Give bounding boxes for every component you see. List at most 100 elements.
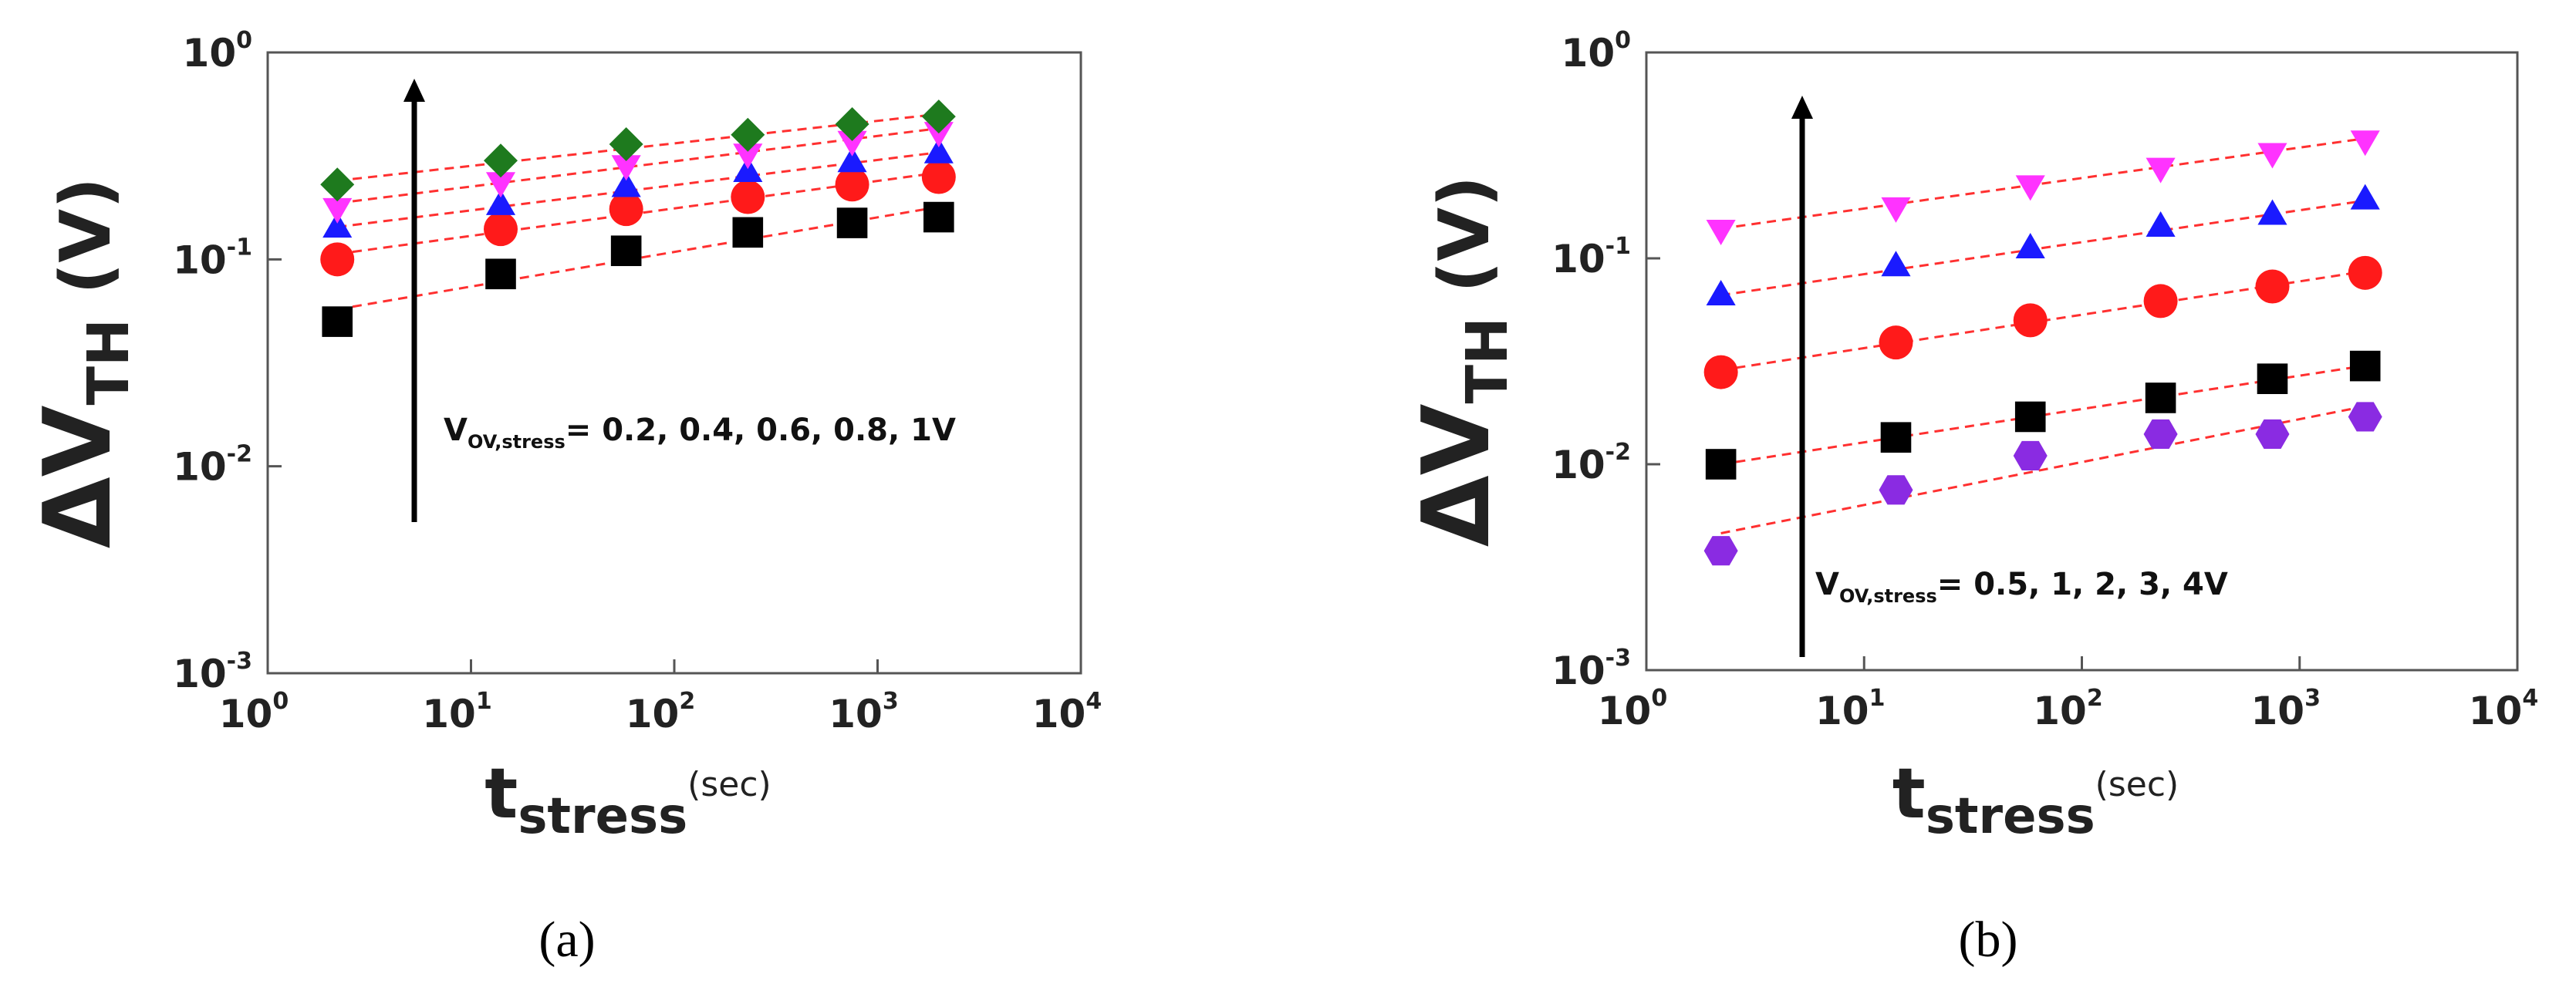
tick-exp: 2 — [679, 688, 695, 715]
annotation-main: V — [1815, 567, 1839, 602]
caption: (b) — [1959, 912, 2018, 968]
data-point — [2348, 402, 2382, 432]
data-point — [732, 217, 764, 248]
tick-base: 10 — [1551, 649, 1605, 693]
annotation: VOV,stress= 0.5, 1, 2, 3, 4V — [1815, 567, 2228, 607]
fit-line — [1720, 199, 2365, 297]
data-point — [921, 160, 956, 194]
arrow-head — [1791, 96, 1813, 119]
tick-base: 10 — [1561, 31, 1615, 76]
tick-exp: -3 — [227, 648, 252, 675]
data-point — [485, 189, 516, 215]
y-label-rest: (V) — [46, 177, 127, 318]
x-tick-label: 100 — [219, 688, 289, 736]
fit-line — [1720, 405, 2366, 534]
x-tick-label: 103 — [829, 688, 898, 736]
tick-exp: 0 — [236, 27, 252, 54]
annotation-sub: OV,stress — [468, 431, 566, 453]
fit-line — [336, 205, 940, 311]
y-axis-label: ΔVTH (V) — [1403, 176, 1521, 547]
tick-exp: -1 — [227, 234, 252, 261]
fit-line — [1720, 136, 2365, 230]
data-point — [1705, 449, 1737, 480]
data-point — [320, 242, 355, 277]
tick-exp: -2 — [1605, 439, 1631, 466]
y-label-main: ΔV — [1403, 403, 1511, 547]
data-point — [836, 207, 868, 238]
caption: (a) — [538, 912, 595, 968]
data-point — [2350, 130, 2380, 157]
x-axis-label: tstress(sec) — [484, 753, 771, 845]
data-point — [837, 130, 867, 157]
x-label-sup: (sec) — [687, 765, 771, 804]
data-point — [484, 143, 518, 178]
x-tick-label: 104 — [1032, 688, 1102, 736]
y-tick-label: 10-1 — [173, 234, 252, 282]
data-point — [2350, 184, 2380, 210]
tick-exp: -3 — [1605, 645, 1631, 672]
data-point — [485, 172, 516, 198]
x-tick-label: 101 — [1815, 685, 1885, 733]
x-tick-label: 104 — [2469, 685, 2538, 733]
data-point — [2145, 382, 2176, 413]
x-tick-label: 101 — [422, 688, 491, 736]
tick-base: 10 — [183, 31, 237, 76]
data-point — [1880, 422, 1912, 453]
data-point — [1879, 475, 1913, 505]
tick-base: 10 — [422, 692, 476, 736]
data-point — [611, 171, 641, 197]
tick-base: 10 — [626, 692, 680, 736]
tick-base: 10 — [1598, 689, 1652, 733]
data-point — [2143, 419, 2178, 450]
data-point — [1703, 355, 1738, 389]
tick-base: 10 — [173, 445, 227, 490]
y-tick-label: 100 — [183, 27, 252, 76]
y-tick-label: 10-3 — [173, 648, 252, 696]
data-point — [610, 235, 642, 267]
data-point — [837, 147, 867, 173]
data-point — [611, 155, 641, 181]
data-point — [923, 201, 954, 233]
x-label-sub: stress — [1926, 788, 2095, 845]
panel: 100 101 102 103 10410-310-210-1100VOV,stress… — [25, 27, 1102, 968]
data-point — [2015, 175, 2045, 201]
arrow-head — [403, 79, 425, 102]
data-point — [733, 143, 763, 170]
annotation-sub: OV,stress — [1839, 585, 1937, 607]
data-point — [1881, 251, 1911, 277]
tick-base: 10 — [2033, 689, 2087, 733]
data-point — [921, 99, 956, 134]
data-point — [2255, 269, 2290, 304]
y-axis-label: ΔVTH (V) — [25, 177, 142, 548]
data-point — [322, 306, 353, 337]
data-point — [2013, 440, 2048, 471]
annotation-rest: = 0.2, 0.4, 0.6, 0.8, 1V — [566, 413, 956, 448]
annotation-main: V — [444, 413, 468, 448]
fit-line — [337, 113, 939, 182]
data-point — [731, 117, 765, 152]
fit-line — [337, 151, 940, 228]
data-point — [2146, 211, 2176, 237]
y-tick-label: 10-3 — [1551, 645, 1631, 693]
tick-base: 10 — [1032, 692, 1086, 736]
tick-base: 10 — [1815, 689, 1869, 733]
tick-exp: 0 — [272, 688, 289, 715]
y-label-rest: (V) — [1424, 176, 1505, 317]
data-point — [322, 197, 353, 224]
data-point — [1879, 325, 1913, 360]
y-label-sub: TH — [76, 318, 142, 405]
tick-base: 10 — [1551, 237, 1605, 281]
data-point — [2257, 143, 2287, 169]
tick-base: 10 — [173, 238, 227, 282]
data-point — [320, 167, 355, 202]
x-tick-label: 103 — [2251, 685, 2321, 733]
tick-exp: 3 — [2304, 685, 2321, 712]
tick-exp: -1 — [1605, 233, 1631, 260]
x-label-sub: stress — [518, 788, 687, 845]
y-label-sub: TH — [1454, 317, 1521, 403]
fit-line — [337, 171, 940, 255]
data-point — [923, 137, 954, 163]
data-point — [322, 212, 353, 238]
tick-exp: -2 — [227, 441, 252, 468]
tick-exp: 2 — [2087, 685, 2103, 712]
